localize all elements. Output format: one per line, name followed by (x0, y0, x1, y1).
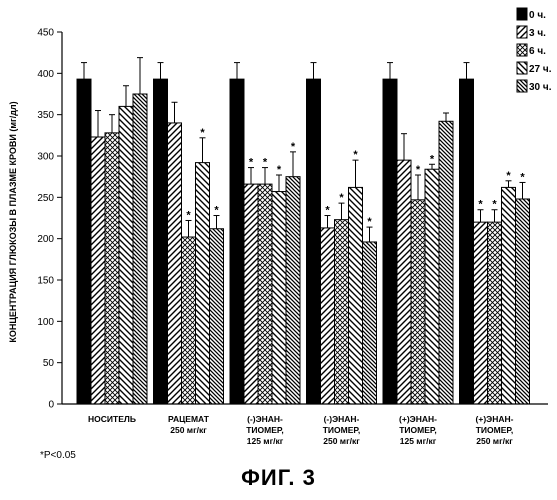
bar (258, 184, 272, 404)
bar (349, 187, 363, 404)
bar (168, 123, 182, 404)
bar (335, 220, 349, 404)
bar (383, 79, 397, 404)
bar (411, 200, 425, 404)
bar (502, 187, 516, 404)
legend-swatch (517, 26, 527, 38)
bars: ***************** (62, 58, 548, 404)
significance-marker: * (339, 192, 344, 204)
significance-marker: * (478, 199, 483, 211)
bar-group (77, 58, 147, 404)
significance-marker: * (214, 205, 219, 217)
y-tick-label: 250 (37, 193, 54, 204)
legend-swatch (517, 80, 527, 92)
bar (182, 237, 196, 404)
bar (488, 222, 502, 404)
bar (460, 79, 474, 404)
bar (244, 184, 258, 404)
y-axis: 0 50 100 150 200 250 300 350 400 450 (37, 28, 62, 411)
bar (154, 79, 168, 404)
bar (210, 229, 224, 404)
bar (77, 79, 91, 404)
bar (439, 121, 453, 404)
bar (91, 137, 105, 404)
legend-label: 6 ч. (529, 46, 546, 57)
legend-swatch (517, 8, 527, 20)
bar (105, 133, 119, 404)
significance-marker: * (263, 157, 268, 169)
significance-marker: * (492, 199, 497, 211)
bar-group: * * * * (460, 63, 530, 404)
x-tick-label: (+)ЭНАН-ТИОМЕР,125 мг/кг (399, 414, 437, 446)
y-tick-label: 50 (43, 358, 55, 369)
significance-marker: * (200, 127, 205, 139)
bar (363, 242, 377, 404)
bar (474, 222, 488, 404)
legend-label: 3 ч. (529, 28, 546, 39)
bar (133, 94, 147, 404)
bar (397, 160, 411, 404)
y-tick-label: 300 (37, 152, 54, 163)
bar (196, 163, 210, 404)
legend-swatch (517, 62, 527, 74)
x-tick-label: (-)ЭНАН-ТИОМЕР,125 мг/кг (246, 414, 284, 446)
significance-marker: * (277, 164, 282, 176)
legend-swatch (517, 44, 527, 56)
bar (119, 106, 133, 404)
bar (307, 79, 321, 404)
y-tick-label: 0 (48, 400, 54, 411)
significance-marker: * (325, 205, 330, 217)
x-axis-labels: НОСИТЕЛЬ РАЦЕМАТ250 мг/кг (-)ЭНАН-ТИОМЕР,1… (88, 414, 514, 446)
footnote: *P<0.05 (40, 450, 76, 461)
y-tick-label: 200 (37, 234, 54, 245)
significance-marker: * (416, 164, 421, 176)
bar (321, 228, 335, 404)
bar-group: * * * (154, 63, 224, 404)
bar (286, 177, 300, 404)
bar (516, 199, 530, 404)
legend-label: 0 ч. (529, 10, 546, 21)
y-axis-label: КОНЦЕНТРАЦИЯ ГЛЮКОЗЫ В ПЛАЗМЕ КРОВИ (мг/… (8, 101, 18, 342)
bar-group: * * * * (230, 63, 300, 404)
bar (272, 192, 286, 404)
bar-group: ** (383, 63, 453, 404)
x-tick-label: РАЦЕМАТ250 мг/кг (168, 414, 210, 435)
bar-group: * * * * (307, 63, 377, 404)
y-tick-label: 100 (37, 317, 54, 328)
y-tick-label: 350 (37, 110, 54, 121)
legend-label: 30 ч. (529, 82, 552, 93)
bar-chart: 050100150200250300350400450 ************… (0, 0, 557, 460)
significance-marker: * (506, 170, 511, 182)
legend: 0 ч. 3 ч. 6 ч. 27 ч. 30 ч. (517, 8, 552, 93)
y-tick-label: 450 (37, 28, 54, 39)
x-tick-label: (+)ЭНАН-ТИОМЕР,250 мг/кг (476, 414, 514, 446)
significance-marker: * (353, 149, 358, 161)
significance-marker: * (186, 209, 191, 221)
figure-title: ФИГ. 3 (0, 465, 557, 491)
significance-marker: * (520, 171, 525, 183)
x-tick-label: НОСИТЕЛЬ (88, 414, 136, 424)
bar (230, 79, 244, 404)
significance-marker: * (291, 141, 296, 153)
y-tick-label: 150 (37, 276, 54, 287)
significance-marker: * (249, 157, 254, 169)
y-tick-label: 400 (37, 69, 54, 80)
significance-marker: * (367, 216, 372, 228)
x-tick-label: (-)ЭНАН-ТИОМЕР,250 мг/кг (323, 414, 361, 446)
significance-marker: * (430, 153, 435, 165)
bar (425, 169, 439, 404)
legend-label: 27 ч. (529, 64, 552, 75)
